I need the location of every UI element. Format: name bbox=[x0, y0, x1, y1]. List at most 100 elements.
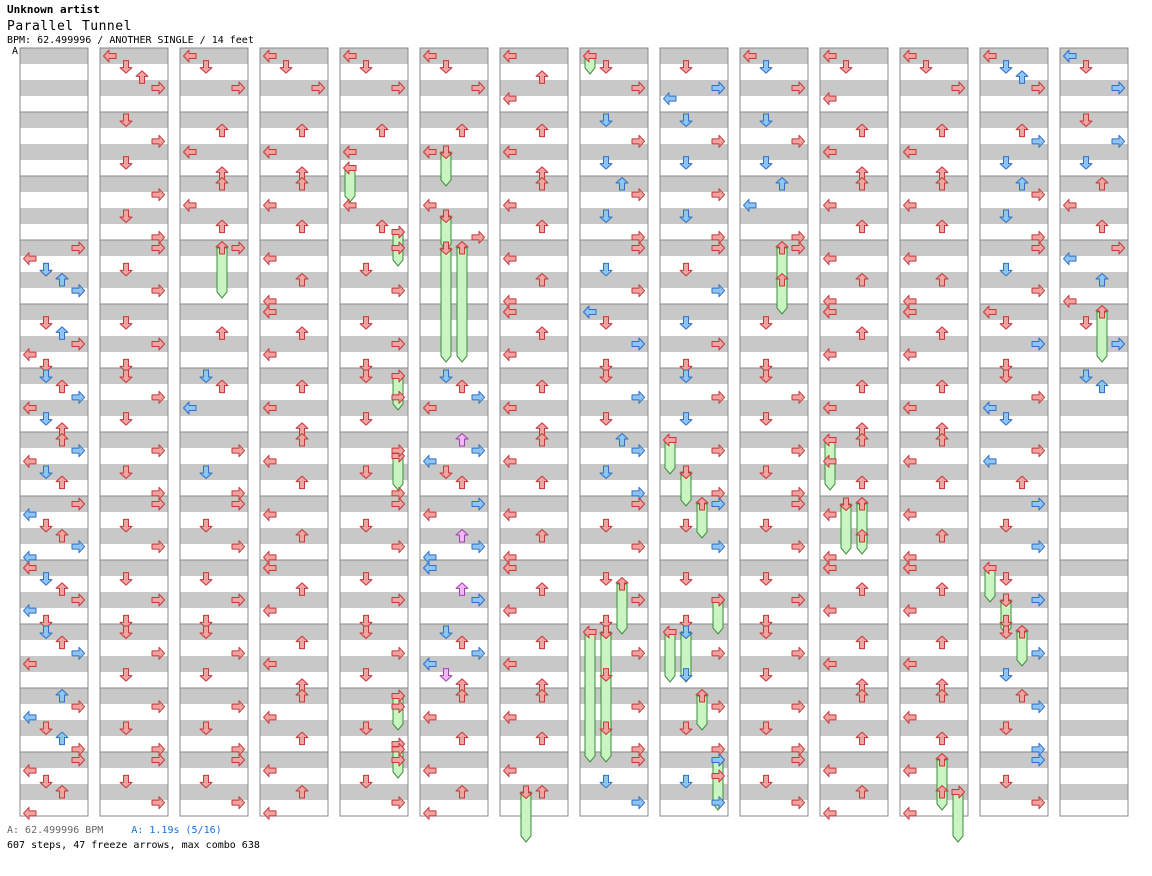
up-arrow-note bbox=[295, 689, 309, 703]
left-arrow-note bbox=[183, 49, 197, 63]
right-arrow-note bbox=[71, 241, 85, 255]
left-arrow-note bbox=[183, 401, 197, 415]
down-arrow-note bbox=[119, 625, 133, 639]
left-arrow-note bbox=[903, 657, 917, 671]
down-arrow-note bbox=[119, 465, 133, 479]
right-arrow-note bbox=[471, 646, 485, 660]
up-arrow-note bbox=[455, 582, 469, 596]
left-arrow-note bbox=[823, 198, 837, 212]
up-arrow-note bbox=[455, 529, 469, 543]
down-arrow-note bbox=[199, 369, 213, 383]
up-arrow-note bbox=[295, 326, 309, 340]
chart-column bbox=[499, 47, 569, 817]
down-arrow-note bbox=[599, 465, 613, 479]
right-arrow-note bbox=[631, 134, 645, 148]
up-arrow-note bbox=[55, 635, 69, 650]
up-arrow-note bbox=[535, 475, 549, 490]
up-arrow-note bbox=[935, 219, 949, 234]
freeze-arrow bbox=[440, 151, 452, 187]
right-arrow-note bbox=[391, 369, 405, 383]
right-arrow-note bbox=[711, 796, 725, 810]
left-arrow-note bbox=[263, 657, 277, 671]
up-arrow-note bbox=[55, 785, 69, 799]
up-arrow-note bbox=[55, 379, 69, 394]
right-arrow-note bbox=[631, 337, 645, 351]
up-arrow-note bbox=[1095, 219, 1109, 234]
down-arrow-note bbox=[439, 465, 453, 479]
chart-column bbox=[179, 47, 249, 817]
left-arrow-note bbox=[423, 145, 437, 159]
down-arrow-note bbox=[679, 572, 693, 586]
left-arrow-note bbox=[1063, 294, 1077, 308]
down-arrow-note bbox=[359, 262, 373, 277]
up-arrow-note bbox=[775, 241, 789, 255]
down-arrow-note bbox=[359, 465, 373, 479]
left-arrow-note bbox=[423, 561, 437, 575]
right-arrow-note bbox=[471, 230, 485, 244]
up-arrow-note bbox=[935, 582, 949, 596]
right-arrow-note bbox=[151, 337, 165, 351]
right-arrow-note bbox=[1031, 337, 1045, 351]
right-arrow-note bbox=[711, 540, 725, 554]
up-arrow-note bbox=[855, 123, 869, 138]
down-arrow-note bbox=[359, 518, 373, 533]
down-arrow-note bbox=[39, 369, 53, 383]
left-arrow-note bbox=[423, 806, 437, 820]
left-arrow-note bbox=[423, 49, 437, 63]
up-arrow-note bbox=[695, 497, 709, 511]
up-arrow-note bbox=[535, 529, 549, 543]
left-arrow-note bbox=[503, 764, 517, 778]
right-arrow-note bbox=[391, 593, 405, 607]
down-arrow-note bbox=[439, 60, 453, 74]
up-arrow-note bbox=[295, 529, 309, 543]
down-arrow-note bbox=[119, 774, 133, 789]
down-arrow-note bbox=[759, 465, 773, 479]
down-arrow-note bbox=[759, 572, 773, 586]
left-arrow-note bbox=[663, 433, 677, 447]
down-arrow-note bbox=[599, 60, 613, 74]
down-arrow-note bbox=[1079, 60, 1093, 74]
up-arrow-note bbox=[55, 582, 69, 596]
down-arrow-note bbox=[359, 572, 373, 586]
right-arrow-note bbox=[391, 497, 405, 511]
chart-column bbox=[739, 47, 809, 817]
right-arrow-note bbox=[791, 497, 805, 511]
freeze-arrow bbox=[440, 247, 452, 363]
left-arrow-note bbox=[823, 508, 837, 522]
down-arrow-note bbox=[439, 209, 453, 223]
up-arrow-note bbox=[215, 241, 229, 255]
left-arrow-note bbox=[823, 561, 837, 575]
up-arrow-note bbox=[295, 177, 309, 191]
up-arrow-note bbox=[455, 379, 469, 394]
up-arrow-note bbox=[695, 689, 709, 703]
chart-column bbox=[419, 47, 489, 817]
down-arrow-note bbox=[599, 316, 613, 330]
up-arrow-note bbox=[615, 577, 629, 591]
chart-column bbox=[659, 47, 729, 817]
up-arrow-note bbox=[535, 379, 549, 394]
up-arrow-note bbox=[1015, 177, 1029, 191]
up-arrow-note bbox=[215, 219, 229, 234]
up-arrow-note bbox=[855, 785, 869, 799]
right-arrow-note bbox=[1111, 241, 1125, 255]
right-arrow-note bbox=[71, 700, 85, 714]
chart-column bbox=[259, 47, 329, 817]
up-arrow-note bbox=[535, 326, 549, 340]
left-arrow-note bbox=[823, 252, 837, 266]
down-arrow-note bbox=[999, 262, 1013, 277]
up-arrow-note bbox=[855, 475, 869, 490]
down-arrow-note bbox=[599, 721, 613, 735]
up-arrow-note bbox=[295, 379, 309, 394]
down-arrow-note bbox=[759, 369, 773, 383]
down-arrow-note bbox=[1079, 156, 1093, 170]
left-arrow-note bbox=[823, 401, 837, 415]
right-arrow-note bbox=[1031, 241, 1045, 255]
down-arrow-note bbox=[359, 369, 373, 383]
up-arrow-note bbox=[855, 497, 869, 511]
down-arrow-note bbox=[199, 721, 213, 735]
down-arrow-note bbox=[759, 668, 773, 682]
down-arrow-note bbox=[359, 316, 373, 330]
right-arrow-note bbox=[631, 241, 645, 255]
up-arrow-note bbox=[215, 123, 229, 138]
right-arrow-note bbox=[231, 81, 245, 95]
